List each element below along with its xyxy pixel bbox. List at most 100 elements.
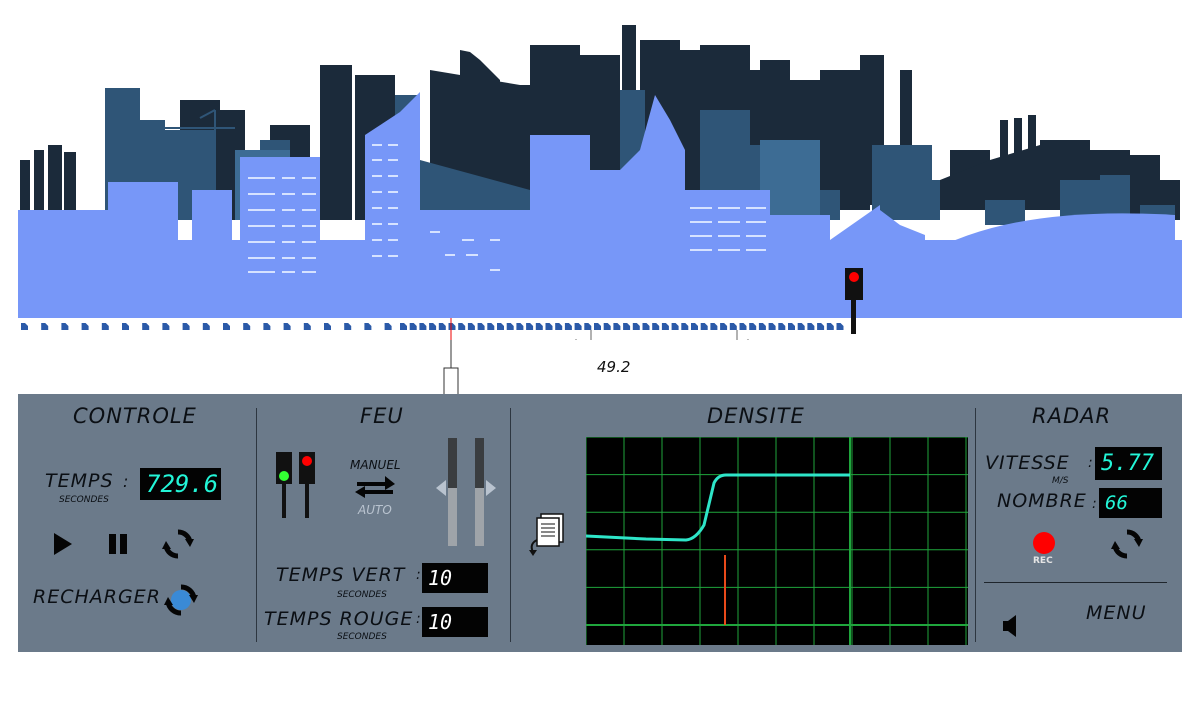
slider-handle-right-icon[interactable] bbox=[485, 480, 497, 496]
green-time-slider[interactable] bbox=[448, 438, 457, 546]
vitesse-unit: M/S bbox=[1052, 476, 1069, 486]
temps-vert-unit: SECONDES bbox=[337, 590, 387, 600]
mode-auto-label[interactable]: AUTO bbox=[358, 503, 392, 517]
car-icon bbox=[61, 323, 69, 330]
car-icon bbox=[182, 323, 190, 330]
car-icon bbox=[477, 323, 485, 330]
car-icon bbox=[778, 323, 786, 330]
reload-icon[interactable] bbox=[163, 582, 199, 618]
car-icon bbox=[788, 323, 795, 330]
road-traffic-light bbox=[845, 268, 863, 334]
car-icon bbox=[623, 323, 631, 330]
car-icon bbox=[603, 323, 611, 330]
car-icon bbox=[263, 323, 271, 330]
mode-switch-arrows-icon[interactable] bbox=[353, 476, 397, 500]
car-icon bbox=[739, 323, 747, 330]
car-icon bbox=[384, 323, 392, 330]
car-icon bbox=[700, 323, 708, 330]
temps-vert-label: TEMPS VERT bbox=[276, 564, 406, 586]
car-icon bbox=[613, 323, 621, 330]
play-icon[interactable] bbox=[52, 532, 74, 556]
temps-rouge-colon: : bbox=[416, 611, 422, 627]
menu-button[interactable]: MENU bbox=[1086, 602, 1147, 624]
traffic-light-red-icon[interactable] bbox=[297, 452, 317, 518]
temps-vert-colon: : bbox=[416, 567, 422, 583]
car-icon bbox=[807, 323, 815, 330]
car-icon bbox=[81, 323, 89, 330]
temps-vert-input[interactable]: 10 bbox=[422, 563, 488, 593]
car-icon bbox=[574, 323, 582, 330]
car-icon bbox=[364, 323, 372, 330]
car-icon bbox=[467, 323, 475, 330]
car-icon bbox=[584, 323, 592, 330]
traffic-light-green-icon[interactable] bbox=[274, 452, 294, 518]
vitesse-label: VITESSE bbox=[985, 452, 1070, 474]
car-icon bbox=[303, 323, 311, 330]
car-icon bbox=[324, 323, 331, 330]
car-icon bbox=[768, 323, 776, 330]
speaker-icon[interactable] bbox=[1002, 614, 1018, 638]
slider-handle-left-icon[interactable] bbox=[435, 480, 447, 496]
radar-title: RADAR bbox=[1032, 404, 1112, 428]
vitesse-display: 5.77 bbox=[1095, 447, 1162, 480]
car-icon bbox=[409, 323, 417, 330]
car-icon bbox=[101, 323, 109, 330]
car-icon bbox=[162, 323, 170, 330]
red-time-slider[interactable] bbox=[475, 438, 484, 546]
record-button-icon[interactable] bbox=[1032, 531, 1056, 555]
refresh-icon[interactable] bbox=[161, 527, 195, 561]
car-icon bbox=[632, 323, 640, 330]
car-icon bbox=[797, 323, 805, 330]
car-icon bbox=[526, 323, 534, 330]
temps-rouge-unit: SECONDES bbox=[337, 632, 387, 642]
car-icon bbox=[671, 323, 679, 330]
temps-unit: SECONDES bbox=[59, 495, 109, 505]
car-icon bbox=[564, 323, 572, 330]
car-icon bbox=[535, 323, 543, 330]
car-icon bbox=[497, 323, 504, 330]
densite-title: DENSITE bbox=[707, 404, 805, 428]
document-export-icon[interactable] bbox=[527, 512, 571, 556]
car-icon bbox=[729, 323, 737, 330]
car-icon bbox=[555, 323, 563, 330]
car-icon bbox=[429, 323, 437, 330]
temps-display: 729.6 bbox=[140, 468, 221, 500]
radar-refresh-icon[interactable] bbox=[1110, 527, 1144, 561]
feu-title: FEU bbox=[360, 404, 404, 428]
car-icon bbox=[283, 323, 291, 330]
car-icon bbox=[458, 323, 466, 330]
car-icon bbox=[438, 323, 446, 330]
car-icon bbox=[448, 323, 456, 330]
car-icon bbox=[487, 323, 495, 330]
car-icon bbox=[344, 323, 352, 330]
city-skyline bbox=[18, 25, 1182, 340]
car-icon bbox=[652, 323, 660, 330]
car-icon bbox=[202, 323, 210, 330]
radar-distance-label: 49.2 bbox=[597, 358, 631, 376]
car-icon bbox=[243, 323, 251, 330]
mode-manual-label[interactable]: MANUEL bbox=[350, 458, 401, 472]
nombre-display: 66 bbox=[1099, 488, 1162, 518]
car-icon bbox=[661, 323, 669, 330]
car-icon bbox=[41, 323, 49, 330]
temps-rouge-label: TEMPS ROUGE bbox=[264, 608, 414, 630]
pause-icon[interactable] bbox=[108, 532, 130, 556]
recharger-button[interactable]: RECHARGER bbox=[33, 586, 161, 608]
car-icon bbox=[223, 323, 230, 330]
temps-colon: : bbox=[123, 472, 130, 491]
car-icon bbox=[720, 323, 728, 330]
car-icon bbox=[21, 323, 28, 330]
vitesse-colon: : bbox=[1088, 455, 1094, 471]
car-icon bbox=[826, 323, 834, 330]
rec-label[interactable]: REC bbox=[1033, 556, 1053, 566]
car-icon bbox=[691, 323, 698, 330]
car-icon bbox=[710, 323, 718, 330]
car-icon bbox=[122, 323, 129, 330]
temps-label: TEMPS bbox=[45, 470, 114, 492]
temps-rouge-input[interactable]: 10 bbox=[422, 607, 488, 637]
car-icon bbox=[758, 323, 766, 330]
sensor-probe-icon[interactable] bbox=[440, 340, 462, 396]
radar-divider bbox=[984, 582, 1167, 583]
car-icon bbox=[749, 323, 757, 330]
car-icon bbox=[817, 323, 825, 330]
